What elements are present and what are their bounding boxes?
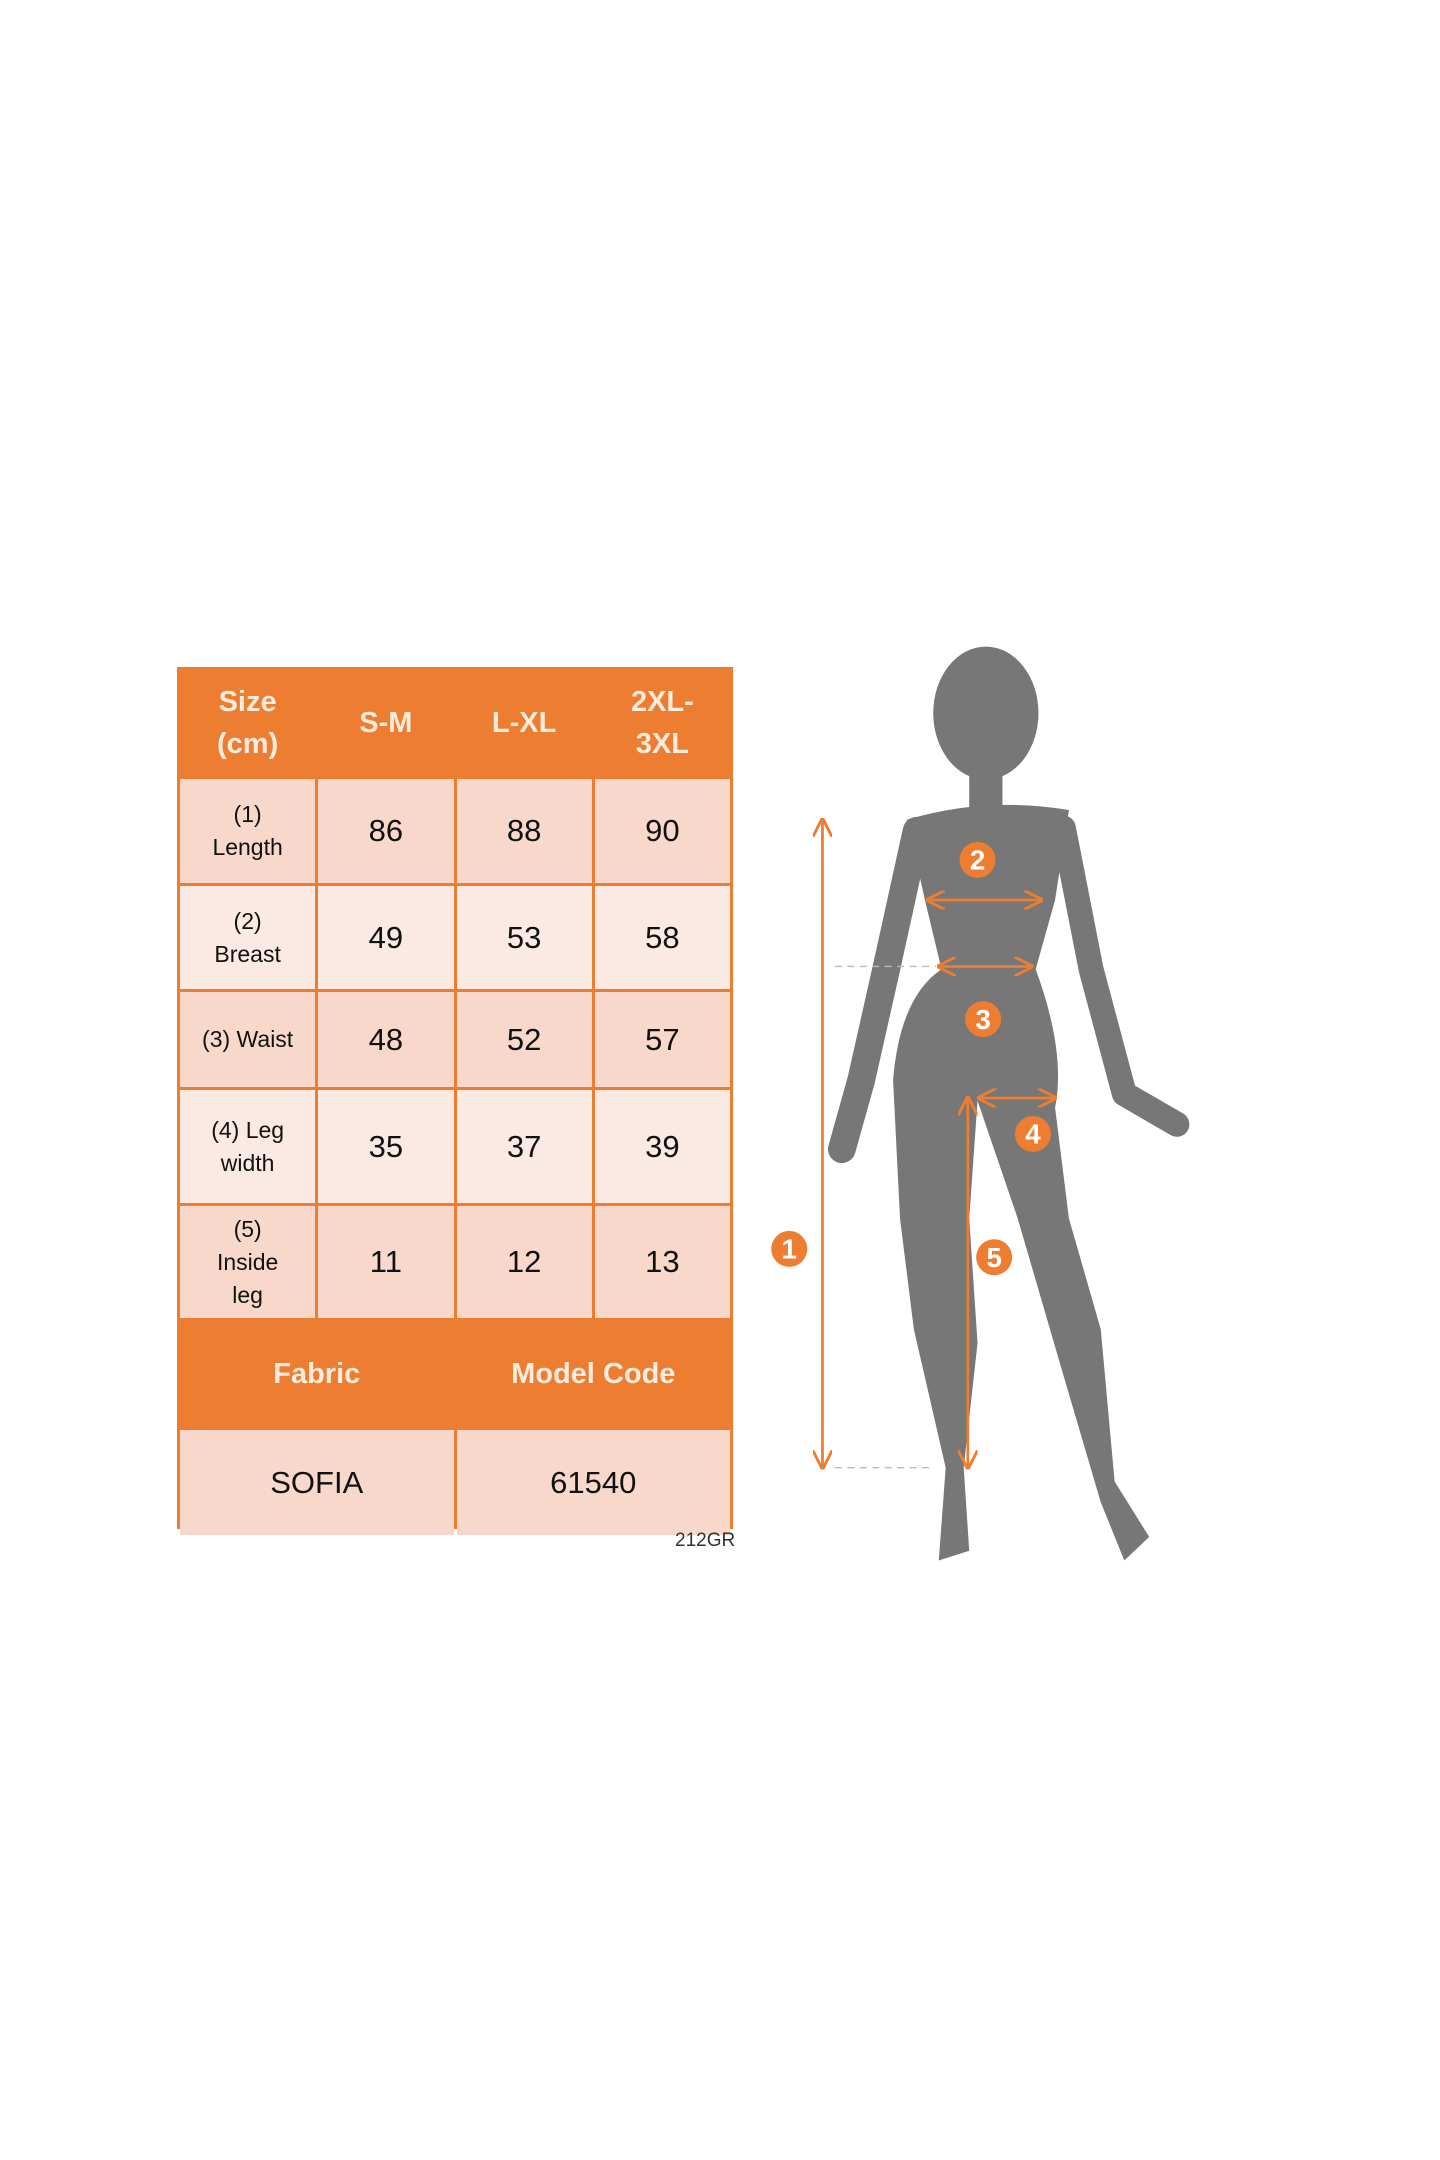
fabric-value: SOFIA bbox=[180, 1430, 454, 1535]
header-size-2: L-XL bbox=[456, 670, 592, 776]
measurement-value: 88 bbox=[456, 779, 592, 883]
measurement-badges: 1 2 3 4 5 bbox=[771, 841, 1051, 1276]
row-label: (3) Waist bbox=[180, 992, 316, 1087]
measurement-value: 52 bbox=[456, 992, 592, 1087]
measurement-value: 11 bbox=[318, 1206, 454, 1318]
model-code-header: Model Code bbox=[456, 1321, 730, 1427]
size-chart-table: Size (cm) S-M L-XL 2XL- 3XL (1) Length 86 88 90… bbox=[177, 667, 733, 1535]
row-label: (4) Leg width bbox=[180, 1090, 316, 1203]
silhouette-body bbox=[893, 804, 1150, 1561]
badge-2-circle bbox=[959, 841, 996, 878]
measurement-value: 37 bbox=[456, 1090, 592, 1203]
measurement-value: 35 bbox=[318, 1090, 454, 1203]
measurement-value: 13 bbox=[594, 1206, 730, 1318]
measurement-value: 39 bbox=[594, 1090, 730, 1203]
badge-1-circle bbox=[771, 1230, 808, 1267]
row-label: (2) Breast bbox=[180, 886, 316, 989]
row-label: (1) Length bbox=[180, 779, 316, 883]
measurement-value: 90 bbox=[594, 779, 730, 883]
badge-2-label: 2 bbox=[970, 845, 985, 876]
silhouette bbox=[828, 646, 1190, 1561]
measurement-guides bbox=[822, 820, 1055, 1468]
silhouette-right-arm bbox=[1050, 815, 1190, 1137]
header-size-1: S-M bbox=[318, 670, 454, 776]
silhouette-head bbox=[933, 646, 1039, 780]
measurement-value: 48 bbox=[318, 992, 454, 1087]
measurement-value: 49 bbox=[318, 886, 454, 989]
badge-5-label: 5 bbox=[986, 1242, 1001, 1273]
row-label: (5) Inside leg bbox=[180, 1206, 316, 1318]
measurement-value: 12 bbox=[456, 1206, 592, 1318]
chart-code: 212GR bbox=[675, 1530, 736, 1551]
silhouette-left-arm bbox=[828, 816, 931, 1164]
measurement-value: 86 bbox=[318, 779, 454, 883]
badge-3-circle bbox=[965, 1001, 1002, 1038]
badge-4-circle bbox=[1014, 1116, 1051, 1152]
header-size-3: 2XL- 3XL bbox=[594, 670, 730, 776]
header-size-label: Size (cm) bbox=[180, 670, 316, 776]
badge-5-circle bbox=[976, 1239, 1013, 1276]
model-code-value: 61540 bbox=[456, 1430, 730, 1535]
measurement-value: 58 bbox=[594, 886, 730, 989]
badge-1-label: 1 bbox=[782, 1234, 797, 1265]
measurement-value: 57 bbox=[594, 992, 730, 1087]
badge-4-label: 4 bbox=[1025, 1119, 1041, 1150]
fabric-header: Fabric bbox=[180, 1321, 454, 1427]
badge-3-label: 3 bbox=[975, 1004, 990, 1035]
measurement-value: 53 bbox=[456, 886, 592, 989]
